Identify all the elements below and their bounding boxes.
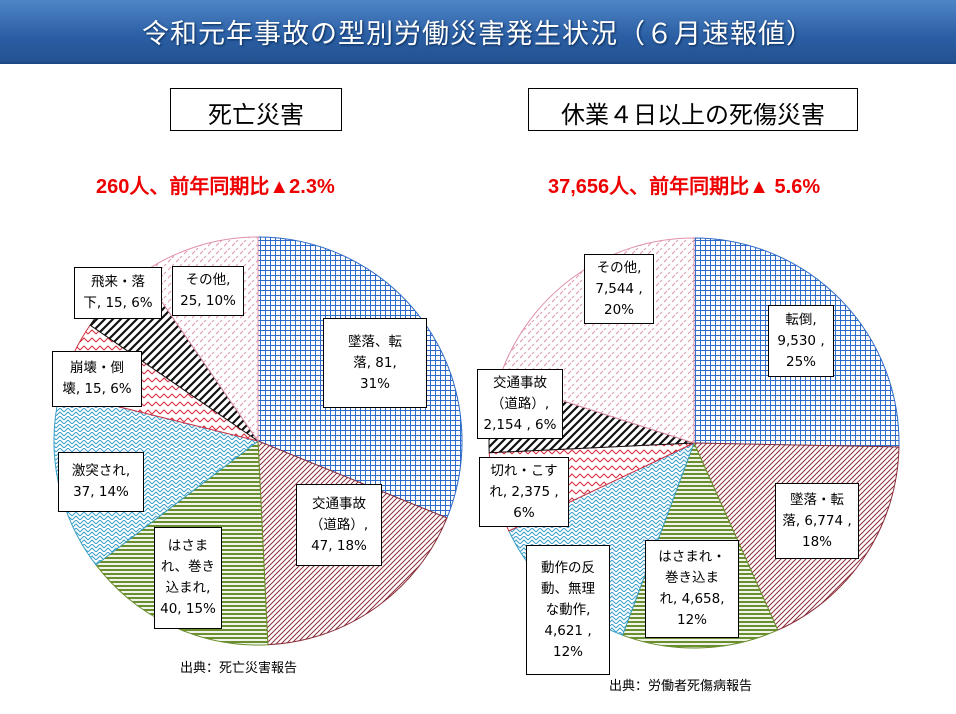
label-injury-fall: 墜落・転 落, 6,774 , 18% xyxy=(775,483,859,559)
label-injury-reaction: 動作の反 動、無理 な動作, 4,621 , 12% xyxy=(526,545,610,675)
page-title: 令和元年事故の型別労働災害発生状況（６月速報値） xyxy=(142,19,814,50)
label-fatal-struck: 激突され, 37, 14% xyxy=(58,452,144,512)
chart-summary-fatal: 260人、前年同期比▲2.3% xyxy=(96,176,335,198)
label-fatal-caught: はさま れ、巻き 込まれ, 40, 15% xyxy=(154,527,222,629)
chart-title-fatal: 死亡災害 xyxy=(170,88,342,131)
label-injury-other: その他, 7,544 , 20% xyxy=(584,254,654,324)
label-fatal-falling-object: 飛来・落 下, 15, 6% xyxy=(74,267,162,319)
title-banner: 令和元年事故の型別労働災害発生状況（６月速報値） xyxy=(0,0,956,64)
chart-summary-injury: 37,656人、前年同期比▲ 5.6% xyxy=(548,176,821,198)
label-injury-traffic: 交通事故 （道路）, 2,154 , 6% xyxy=(477,369,563,439)
label-fatal-other: その他, 25, 10% xyxy=(172,266,244,316)
source-injury: 出典：労働者死傷病報告 xyxy=(609,679,753,694)
label-fatal-traffic: 交通事故 （道路）, 47, 18% xyxy=(296,484,382,566)
source-fatal: 出典：死亡災害報告 xyxy=(180,661,298,676)
label-fatal-collapse: 崩壊・倒 壊, 15, 6% xyxy=(52,351,142,407)
label-injury-trip: 転倒, 9,530 , 25% xyxy=(768,305,834,377)
label-injury-caught: はさまれ・ 巻き込ま れ, 4,658, 12% xyxy=(645,540,739,638)
chart-title-injury: 休業４日以上の死傷災害 xyxy=(528,88,858,131)
label-fatal-fall: 墜落、転 落, 81, 31% xyxy=(323,318,427,408)
label-injury-cut: 切れ・こす れ, 2,375 , 6% xyxy=(479,457,569,527)
